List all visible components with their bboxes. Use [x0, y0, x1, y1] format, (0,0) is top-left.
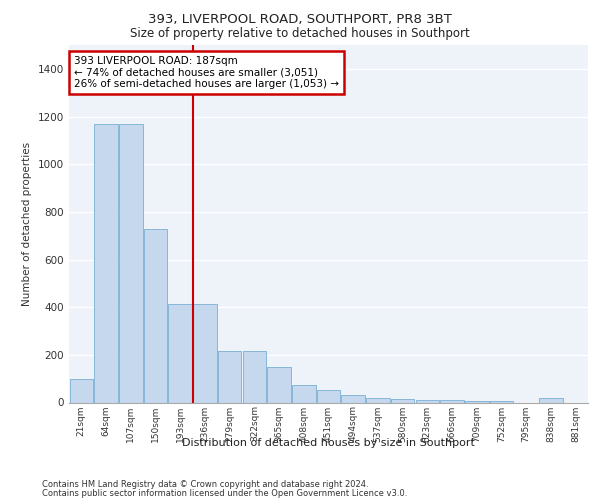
Bar	[341, 396, 365, 402]
Bar	[416, 400, 439, 402]
Text: 393 LIVERPOOL ROAD: 187sqm
← 74% of detached houses are smaller (3,051)
26% of s: 393 LIVERPOOL ROAD: 187sqm ← 74% of deta…	[74, 56, 339, 89]
Text: Contains public sector information licensed under the Open Government Licence v3: Contains public sector information licen…	[42, 488, 407, 498]
Bar	[193, 304, 217, 402]
Y-axis label: Number of detached properties: Number of detached properties	[22, 142, 32, 306]
Text: Size of property relative to detached houses in Southport: Size of property relative to detached ho…	[130, 28, 470, 40]
Bar	[94, 124, 118, 402]
Bar	[119, 124, 143, 402]
Bar	[391, 399, 415, 402]
Bar	[70, 378, 93, 402]
Text: 393, LIVERPOOL ROAD, SOUTHPORT, PR8 3BT: 393, LIVERPOOL ROAD, SOUTHPORT, PR8 3BT	[148, 12, 452, 26]
Bar	[317, 390, 340, 402]
Bar	[144, 228, 167, 402]
Bar	[242, 352, 266, 403]
Bar	[539, 398, 563, 402]
Bar	[292, 384, 316, 402]
Bar	[440, 400, 464, 402]
Bar	[169, 304, 192, 402]
Text: Contains HM Land Registry data © Crown copyright and database right 2024.: Contains HM Land Registry data © Crown c…	[42, 480, 368, 489]
Bar	[366, 398, 389, 402]
Text: Distribution of detached houses by size in Southport: Distribution of detached houses by size …	[182, 438, 475, 448]
Bar	[268, 367, 291, 402]
Bar	[218, 352, 241, 403]
